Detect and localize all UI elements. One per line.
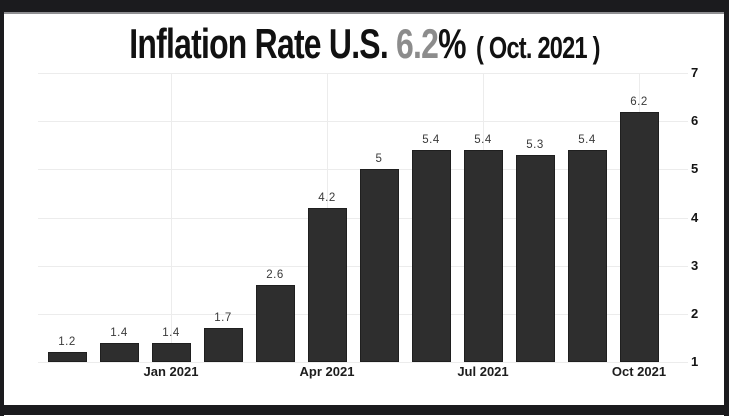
- bar-value-label: 5.3: [526, 139, 544, 151]
- bar: [203, 328, 243, 362]
- bar-value-label: 5.4: [578, 134, 596, 146]
- bar: [567, 150, 607, 362]
- x-tick-label: Jul 2021: [457, 364, 509, 379]
- title-date-annotation: ( Oct. 2021 ): [476, 30, 600, 65]
- right-border: [724, 0, 729, 416]
- title-text: Inflation Rate U.S.: [129, 20, 397, 67]
- plot-area: 1.2 1.4 1.4 1.7 2.6 4.2 5 5.4 5.4 5.3 5.4 6.2: [41, 73, 665, 362]
- y-tick-label: 4: [691, 209, 699, 225]
- bar: [619, 112, 659, 362]
- bar: [307, 208, 347, 362]
- bar-value-label: 5: [375, 153, 383, 165]
- bar: [411, 150, 451, 362]
- title-percent-sign: %: [438, 20, 466, 67]
- x-tick-label: Oct 2021: [611, 364, 667, 379]
- y-tick-label: 3: [691, 257, 699, 273]
- top-border: [0, 0, 729, 14]
- x-tick-label: Jan 2021: [143, 364, 199, 379]
- y-gridline: [38, 362, 688, 363]
- y-tick-label: 5: [691, 161, 699, 177]
- y-gridline: [38, 73, 688, 74]
- x-gridline: [170, 73, 172, 362]
- bar-value-label: 6.2: [630, 96, 648, 108]
- bar-value-label: 2.6: [266, 269, 284, 281]
- bar-value-label: 5.4: [474, 134, 492, 146]
- y-tick-label: 6: [691, 113, 699, 129]
- bar: [463, 150, 503, 362]
- x-tick-label: Apr 2021: [299, 364, 355, 379]
- bar: [255, 285, 295, 362]
- bar: [47, 352, 87, 362]
- bar: [99, 343, 139, 362]
- bar-value-label: 1.4: [110, 327, 128, 339]
- x-axis: Jan 2021 Apr 2021 Jul 2021 Oct 2021: [41, 364, 667, 382]
- bar: [359, 169, 399, 362]
- bar-value-label: 5.4: [422, 134, 440, 146]
- bar-value-label: 1.4: [162, 327, 180, 339]
- title-highlight-value: 6.2: [396, 20, 439, 67]
- bar-value-label: 1.7: [214, 312, 232, 324]
- chart-title: Inflation Rate U.S. 6.2% ( Oct. 2021 ): [0, 21, 729, 77]
- y-axis: 1 2 3 4 5 6 7: [691, 65, 721, 369]
- bottom-border: [2, 405, 729, 415]
- y-gridline: [38, 121, 688, 123]
- bar-value-label: 1.2: [58, 336, 76, 348]
- bar-value-label: 4.2: [318, 192, 336, 204]
- bar: [151, 343, 191, 362]
- y-tick-label: 2: [691, 305, 699, 321]
- y-tick-label: 1: [691, 354, 699, 369]
- y-tick-label: 7: [691, 65, 699, 80]
- bar: [515, 155, 555, 362]
- left-border: [0, 0, 4, 416]
